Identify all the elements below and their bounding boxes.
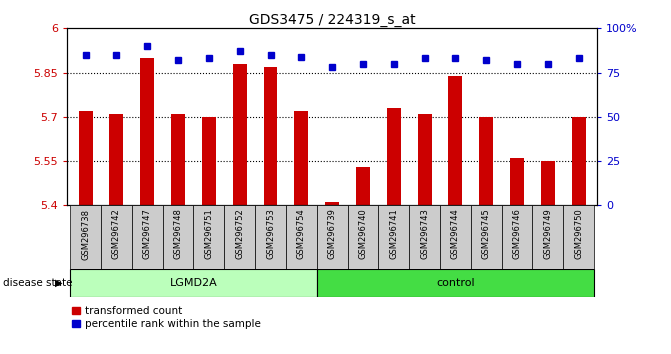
Bar xyxy=(109,114,123,205)
Bar xyxy=(325,202,339,205)
Bar xyxy=(255,205,286,269)
Bar xyxy=(541,161,555,205)
Text: GSM296742: GSM296742 xyxy=(112,209,121,259)
Text: GSM296748: GSM296748 xyxy=(174,209,183,259)
Bar xyxy=(448,75,462,205)
Bar xyxy=(295,111,308,205)
Text: GSM296754: GSM296754 xyxy=(297,209,306,259)
Text: GSM296739: GSM296739 xyxy=(327,209,337,259)
Bar xyxy=(479,117,493,205)
Text: GSM296749: GSM296749 xyxy=(544,209,552,259)
Legend: transformed count, percentile rank within the sample: transformed count, percentile rank withi… xyxy=(72,306,260,329)
Bar xyxy=(533,205,563,269)
Text: GSM296741: GSM296741 xyxy=(389,209,399,259)
Bar xyxy=(70,205,101,269)
Bar xyxy=(502,205,533,269)
Bar xyxy=(140,58,154,205)
Bar xyxy=(101,205,132,269)
Bar xyxy=(471,205,502,269)
Text: GSM296746: GSM296746 xyxy=(513,209,521,259)
Bar xyxy=(264,67,277,205)
Text: disease state: disease state xyxy=(3,278,73,288)
Text: GSM296738: GSM296738 xyxy=(81,209,90,259)
Bar xyxy=(563,205,594,269)
Bar xyxy=(348,205,378,269)
Bar xyxy=(387,108,401,205)
Bar xyxy=(171,114,185,205)
Bar xyxy=(378,205,409,269)
Text: GSM296740: GSM296740 xyxy=(358,209,368,259)
Bar xyxy=(193,205,224,269)
Text: GSM296753: GSM296753 xyxy=(266,209,275,259)
Bar xyxy=(233,64,247,205)
Bar xyxy=(132,205,162,269)
Text: ▶: ▶ xyxy=(55,278,62,288)
Bar xyxy=(286,205,317,269)
Bar xyxy=(417,114,431,205)
Bar xyxy=(162,205,193,269)
Bar xyxy=(79,111,93,205)
Text: GSM296751: GSM296751 xyxy=(205,209,213,259)
Bar xyxy=(409,205,440,269)
Text: LGMD2A: LGMD2A xyxy=(170,278,217,288)
Text: control: control xyxy=(436,278,475,288)
Bar xyxy=(70,269,317,297)
Bar xyxy=(224,205,255,269)
Text: GSM296745: GSM296745 xyxy=(482,209,491,259)
Bar xyxy=(572,117,586,205)
Title: GDS3475 / 224319_s_at: GDS3475 / 224319_s_at xyxy=(249,13,415,27)
Bar xyxy=(440,205,471,269)
Text: GSM296747: GSM296747 xyxy=(143,209,152,259)
Bar xyxy=(317,269,594,297)
Text: GSM296750: GSM296750 xyxy=(574,209,583,259)
Bar xyxy=(317,205,348,269)
Text: GSM296752: GSM296752 xyxy=(236,209,244,259)
Text: GSM296744: GSM296744 xyxy=(451,209,460,259)
Bar xyxy=(356,167,370,205)
Text: GSM296743: GSM296743 xyxy=(420,209,429,259)
Bar xyxy=(202,117,216,205)
Bar xyxy=(510,158,524,205)
